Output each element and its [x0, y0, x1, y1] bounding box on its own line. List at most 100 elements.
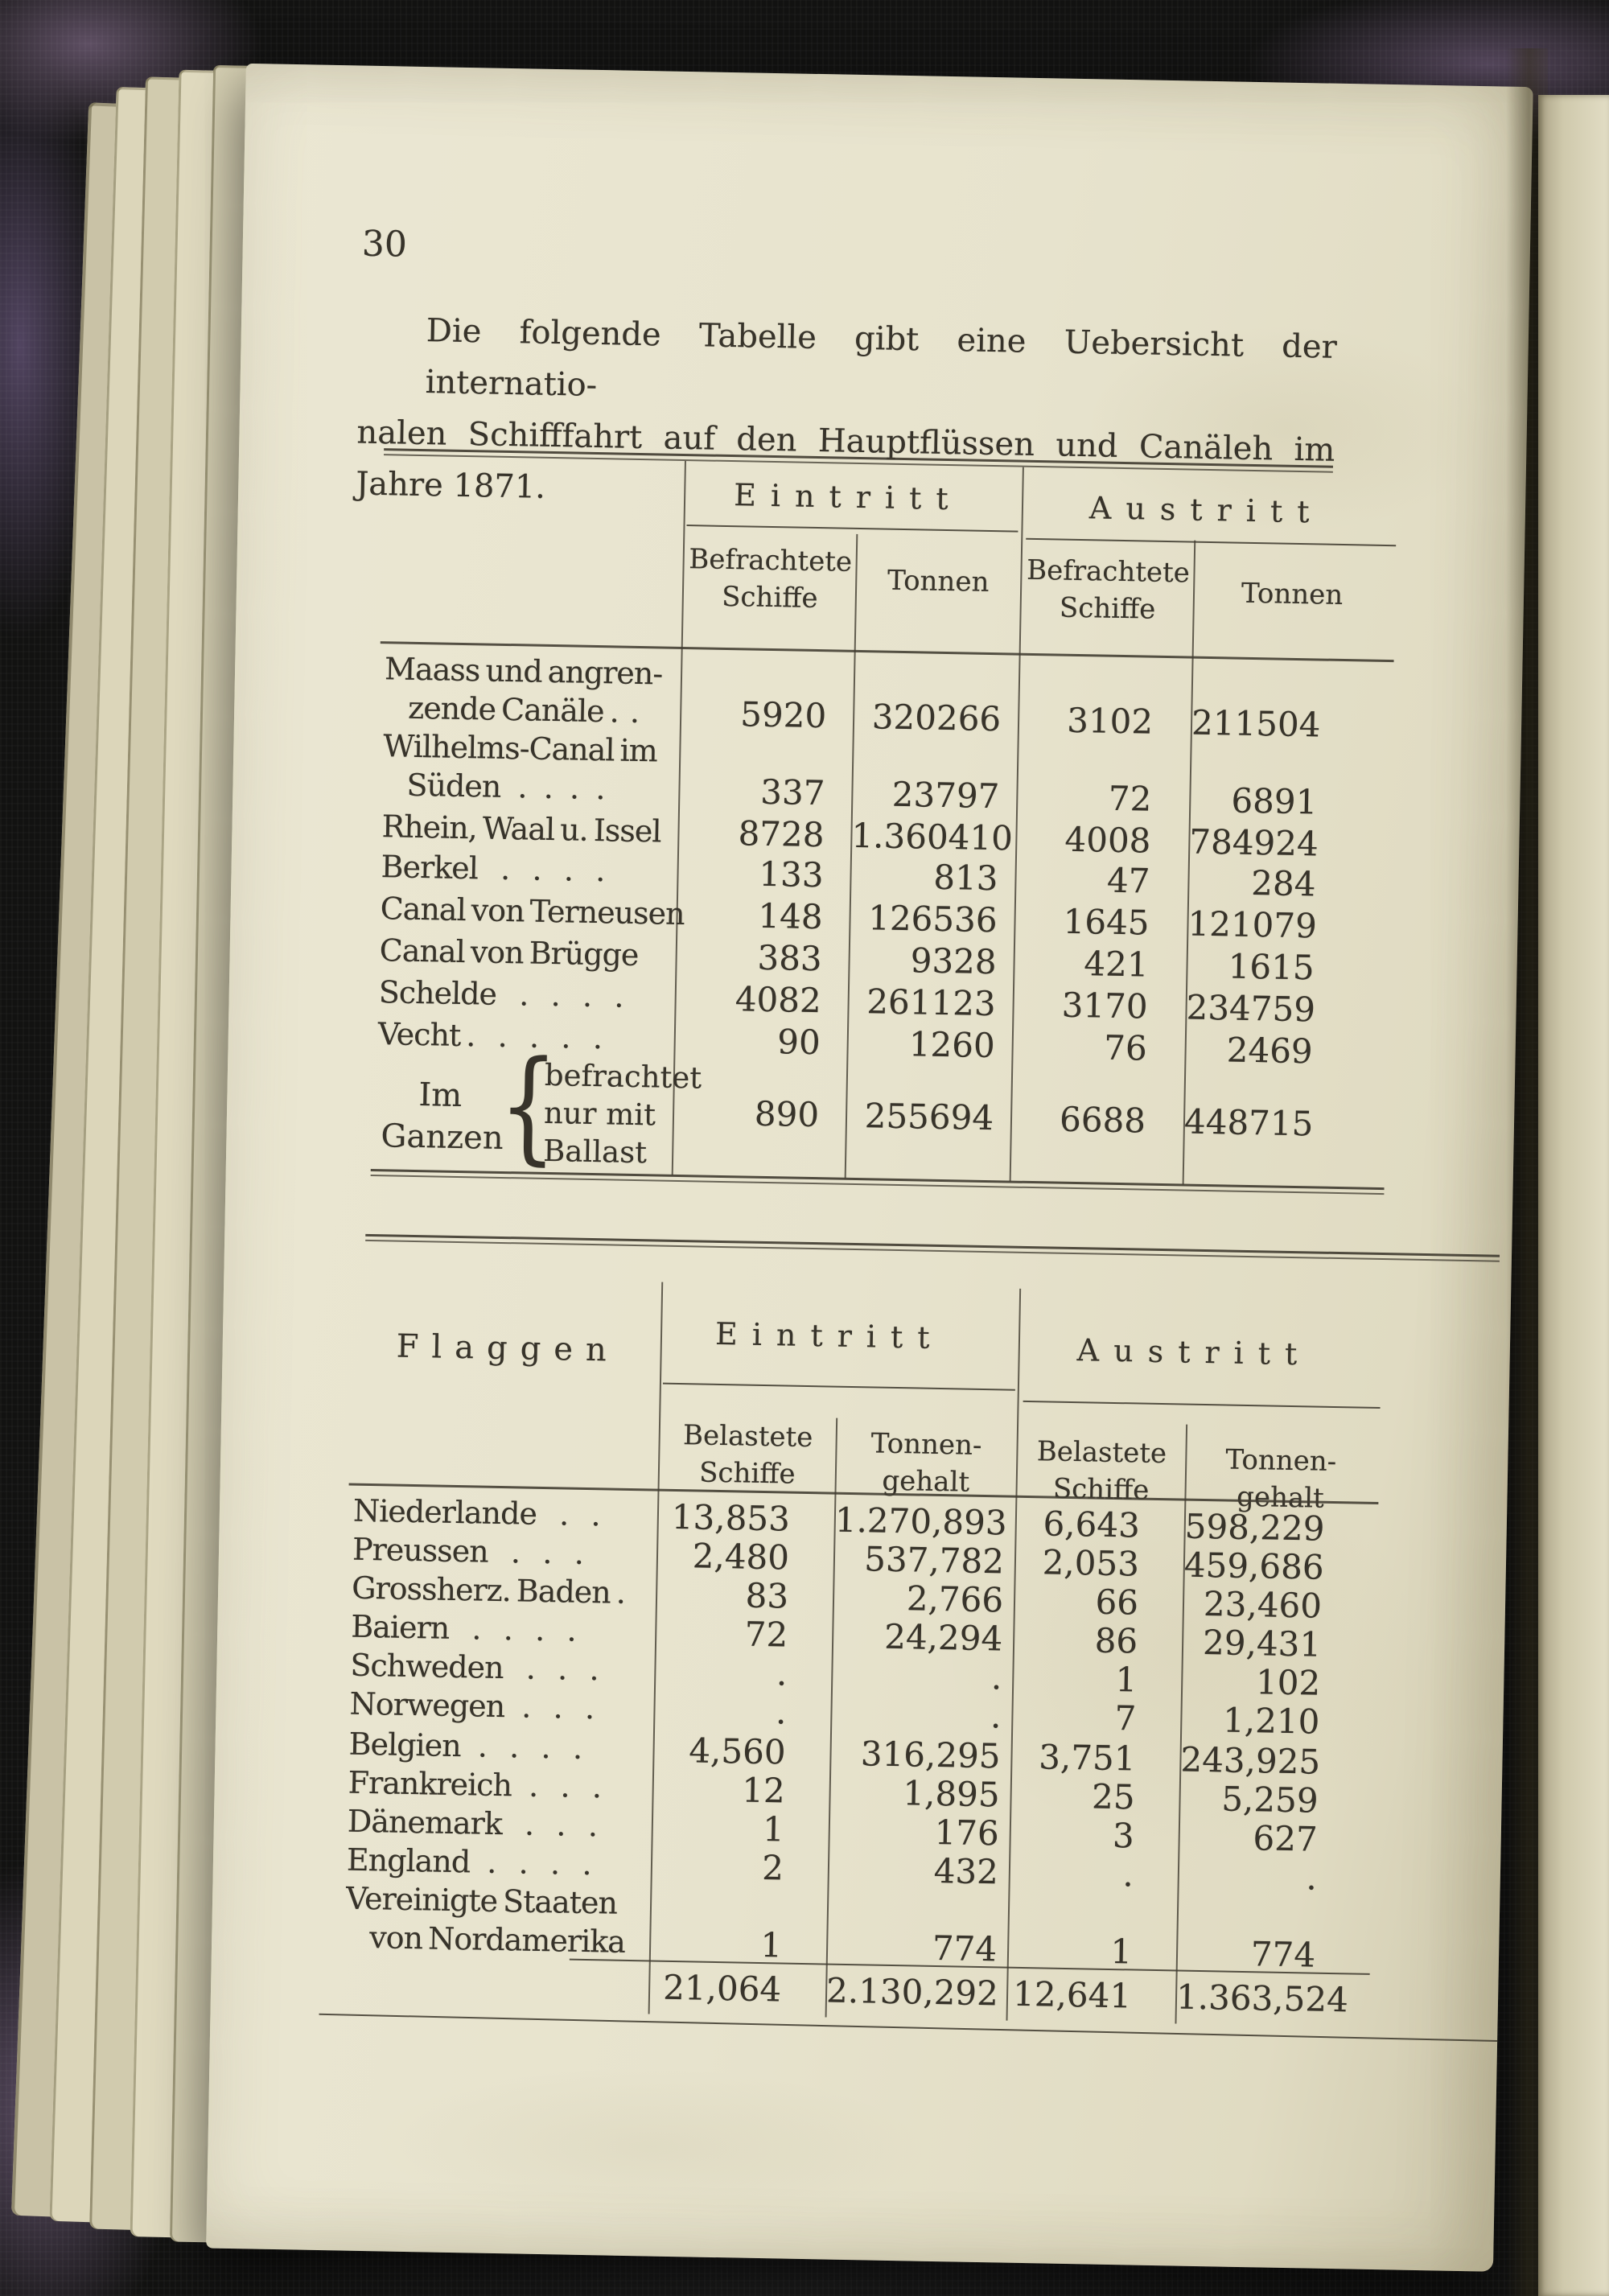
- subheader-befrachtete-schiffe: Befrachtete Schiffe: [1024, 552, 1191, 629]
- cell-value: 133: [758, 854, 825, 895]
- subheader-tonnen: Tonnen: [887, 564, 990, 599]
- table-shipping-by-flag: Flaggen Eintritt Austritt Belastete Schi…: [339, 1232, 1383, 2055]
- row-label: Rhein, Waal u. Issel: [381, 809, 661, 850]
- row-label: Preussen . . .: [352, 1531, 584, 1571]
- row-label: Ganzen: [381, 1117, 504, 1157]
- cell-value: 3102: [1066, 700, 1154, 742]
- cell-value: 320266: [871, 697, 1002, 739]
- cell-value: 6688: [1059, 1099, 1146, 1141]
- subheader-line: Tonnen-: [1225, 1443, 1337, 1479]
- cell-value: 1.270,893: [834, 1500, 1008, 1543]
- cell-value: 102: [1255, 1662, 1321, 1703]
- cell-value: 83: [745, 1575, 789, 1616]
- flag-column-header: Flaggen: [396, 1327, 620, 1369]
- cell-value: 2,480: [692, 1536, 790, 1578]
- total-value: 1.363,524: [1175, 1977, 1349, 2020]
- cell-value: 1: [762, 1809, 785, 1850]
- row-label: Wilhelms-Canal im: [383, 728, 658, 769]
- row-label: zende Canäle . .: [407, 689, 640, 730]
- row-label: Im: [418, 1076, 463, 1115]
- cell-value: 6,643: [1043, 1504, 1141, 1545]
- cell-value: .: [1306, 1858, 1318, 1898]
- cell-value: 2469: [1226, 1030, 1314, 1072]
- subheader-line: Tonnen-: [870, 1427, 982, 1462]
- cell-value: 1,895: [902, 1773, 1001, 1815]
- cell-value: 3: [1112, 1816, 1135, 1856]
- cell-value: 383: [757, 937, 823, 979]
- subheader-line: Befrachtete: [688, 543, 853, 578]
- cell-value: 121079: [1187, 903, 1318, 946]
- subheader-line: Schiffe: [1059, 591, 1156, 626]
- cell-value: .: [1122, 1854, 1134, 1895]
- cell-value: 243,925: [1180, 1739, 1321, 1782]
- total-value: 21,064: [662, 1967, 782, 2010]
- cell-value: 774: [932, 1928, 998, 1969]
- row-label: Dänemark . . .: [347, 1803, 598, 1844]
- cell-value: .: [776, 1653, 788, 1693]
- cell-value: 1615: [1228, 946, 1315, 988]
- cell-value: 148: [758, 895, 824, 937]
- cell-value: 598,229: [1184, 1506, 1325, 1549]
- row-note: befrachtet nur mit Ballast: [543, 1056, 702, 1173]
- total-value: 2.130,292: [825, 1970, 999, 2014]
- row-label: Süden . . . .: [406, 767, 605, 807]
- row-label: Berkel . . . .: [381, 849, 605, 889]
- cell-value: 86: [1094, 1620, 1138, 1661]
- cell-value: 284: [1250, 862, 1316, 904]
- cell-value: 234759: [1186, 987, 1316, 1030]
- cell-value: 1.360410: [851, 815, 1014, 858]
- cell-value: 47: [1106, 860, 1150, 901]
- subheader-line: Belastete: [1036, 1435, 1167, 1471]
- cell-value: 126536: [867, 898, 998, 940]
- cell-value: .: [775, 1692, 787, 1732]
- row-label: Schweden . . .: [350, 1647, 599, 1688]
- cell-value: 6891: [1231, 780, 1318, 822]
- subheader-line: Befrachtete: [1026, 553, 1191, 590]
- cell-value: 448715: [1183, 1101, 1314, 1144]
- row-label: Canal von Terneusen: [380, 891, 685, 932]
- book-page: 30 Die folgende Tabelle gibt eine Uebers…: [206, 63, 1533, 2272]
- row-label: Belgien . . . .: [348, 1726, 582, 1766]
- cell-value: 2,766: [906, 1578, 1004, 1620]
- cell-value: 90: [776, 1022, 821, 1063]
- cell-value: 537,782: [863, 1539, 1005, 1582]
- cell-value: 459,686: [1183, 1545, 1325, 1587]
- col-group-header-austritt: Austritt: [1076, 1332, 1312, 1372]
- cell-value: 1260: [908, 1024, 996, 1066]
- subheader-line: Schiffe: [1052, 1472, 1150, 1507]
- cell-value: 1,210: [1222, 1700, 1320, 1742]
- cell-value: 76: [1103, 1027, 1148, 1068]
- cell-value: 9328: [910, 940, 998, 982]
- note-line: befrachtet: [544, 1057, 702, 1096]
- cell-value: 1: [759, 1925, 783, 1965]
- row-label: [339, 2000, 649, 2006]
- cell-value: 627: [1253, 1818, 1319, 1859]
- cell-value: 316,295: [860, 1734, 1001, 1776]
- row-label: Niederlande . .: [352, 1492, 601, 1533]
- row-label: Grossherz. Baden .: [351, 1570, 626, 1611]
- subheader-tonnengehalt: Tonnen- gehalt: [837, 1425, 1014, 1502]
- table-total-row: Im Ganzen { befrachtet nur mit Ballast 8…: [371, 1034, 1386, 1178]
- cell-value: 4,560: [688, 1730, 787, 1772]
- cell-value: 5,259: [1220, 1779, 1319, 1821]
- cell-value: 66: [1095, 1582, 1139, 1623]
- page-number: 30: [361, 223, 408, 265]
- cell-value: 3,751: [1038, 1737, 1136, 1779]
- header-underline: [1023, 1400, 1381, 1409]
- cell-value: 23,460: [1203, 1584, 1323, 1626]
- note-line: Ballast: [542, 1133, 648, 1171]
- cell-value: 72: [744, 1614, 788, 1655]
- subheader-line: Schiffe: [698, 1456, 796, 1491]
- subheader-line: Schiffe: [721, 580, 818, 615]
- paper-stain: [367, 2061, 934, 2232]
- cell-value: 211504: [1191, 702, 1321, 745]
- cell-value: 4082: [735, 979, 822, 1021]
- row-label: England . . . .: [346, 1841, 592, 1882]
- cell-value: 8728: [738, 813, 825, 855]
- cell-value: 5920: [739, 694, 827, 736]
- cell-value: 2: [761, 1848, 784, 1888]
- total-value: 12,641: [1012, 1973, 1132, 2016]
- cell-value: 261123: [866, 981, 997, 1024]
- row-label: Baiern . . . .: [350, 1608, 577, 1648]
- row-label: Schelde . . . .: [378, 974, 623, 1014]
